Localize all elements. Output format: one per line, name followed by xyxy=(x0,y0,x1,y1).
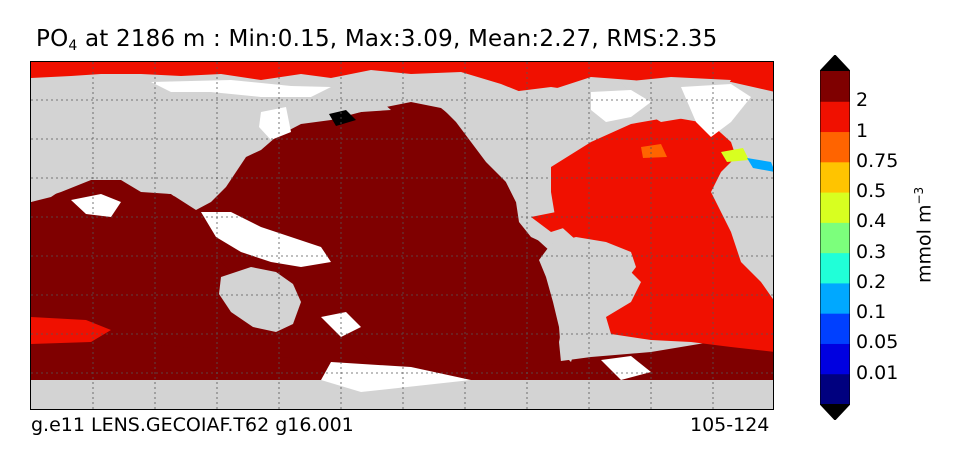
title-stats: at 2186 m : Min:0.15, Max:3.09, Mean:2.2… xyxy=(77,26,718,52)
colorbar-tick-label: 0.75 xyxy=(856,149,899,172)
colorbar-bin xyxy=(820,313,850,344)
colorbar-bin xyxy=(820,373,850,405)
nodata-arctic xyxy=(151,80,331,97)
graticule xyxy=(31,62,773,409)
nodata-arabian xyxy=(71,194,121,217)
colorbar-bin xyxy=(820,192,850,223)
unit-exponent: −3 xyxy=(912,186,926,205)
case-name: g.e11 LENS.GECOIAF.T62 g16.001 xyxy=(31,414,354,436)
colorbar-tick-label: 0.2 xyxy=(856,270,887,293)
nodata-indonesia xyxy=(201,212,331,267)
black-bering-patch xyxy=(329,110,356,126)
colorbar-tick-label: 2 xyxy=(856,89,869,112)
southern-red-patch xyxy=(31,317,111,344)
central-america xyxy=(516,202,551,244)
colorbar-extend-max xyxy=(820,55,850,71)
colorbar-bin xyxy=(820,161,850,193)
north-america xyxy=(436,87,606,202)
colorbar-tick-label: 0.01 xyxy=(856,361,899,384)
world-map xyxy=(30,61,774,410)
mediterranean-east-patch xyxy=(747,158,773,172)
colorbar xyxy=(820,55,850,420)
colorbar-bin xyxy=(820,101,850,133)
southern-ocean xyxy=(31,342,773,380)
unit-base: mmol m xyxy=(913,204,936,283)
colorbar-bin xyxy=(820,343,850,375)
colorbar-tick-label: 0.3 xyxy=(856,240,887,263)
arctic-ocean xyxy=(31,62,773,92)
title-subscript: 4 xyxy=(68,38,78,54)
map-title: PO4 at 2186 m : Min:0.15, Max:3.09, Mean… xyxy=(36,26,717,54)
nodata-antarctic-shelf xyxy=(321,362,471,392)
nodata-okhotsk xyxy=(259,107,291,140)
title-variable: PO xyxy=(36,26,69,52)
africa xyxy=(721,167,773,290)
colorbar-tick-label: 0.5 xyxy=(856,180,887,203)
colorbar-bin xyxy=(820,71,850,102)
colorbar-bin xyxy=(820,282,850,314)
colorbar-bin xyxy=(820,252,850,284)
year-range: 105-124 xyxy=(690,414,770,436)
colorbar-bin xyxy=(820,222,850,254)
colorbar-tick-label: 0.1 xyxy=(856,301,887,324)
colorbar-extend-min xyxy=(820,404,850,420)
nodata-weddell xyxy=(601,356,651,380)
antarctica xyxy=(31,380,773,409)
colorbar-tick-label: 0.4 xyxy=(856,210,887,233)
europe xyxy=(731,97,773,162)
colorbar-tick-label: 1 xyxy=(856,119,869,142)
nodata-new-zealand xyxy=(321,312,361,337)
gulf-orange-patch xyxy=(641,144,667,158)
nodata-north-atlantic xyxy=(591,90,651,122)
colorbar-tick-label: 0.05 xyxy=(856,331,899,354)
atlantic-ocean xyxy=(551,117,773,352)
eurasia xyxy=(31,80,391,210)
south-america xyxy=(539,237,636,362)
nodata-norwegian xyxy=(681,84,751,137)
colorbar-bin xyxy=(820,131,850,163)
australia xyxy=(219,267,301,332)
indian-ocean xyxy=(31,180,371,380)
colorbar-unit: mmol m−3 xyxy=(912,187,935,283)
mediterranean-patch xyxy=(721,148,749,162)
